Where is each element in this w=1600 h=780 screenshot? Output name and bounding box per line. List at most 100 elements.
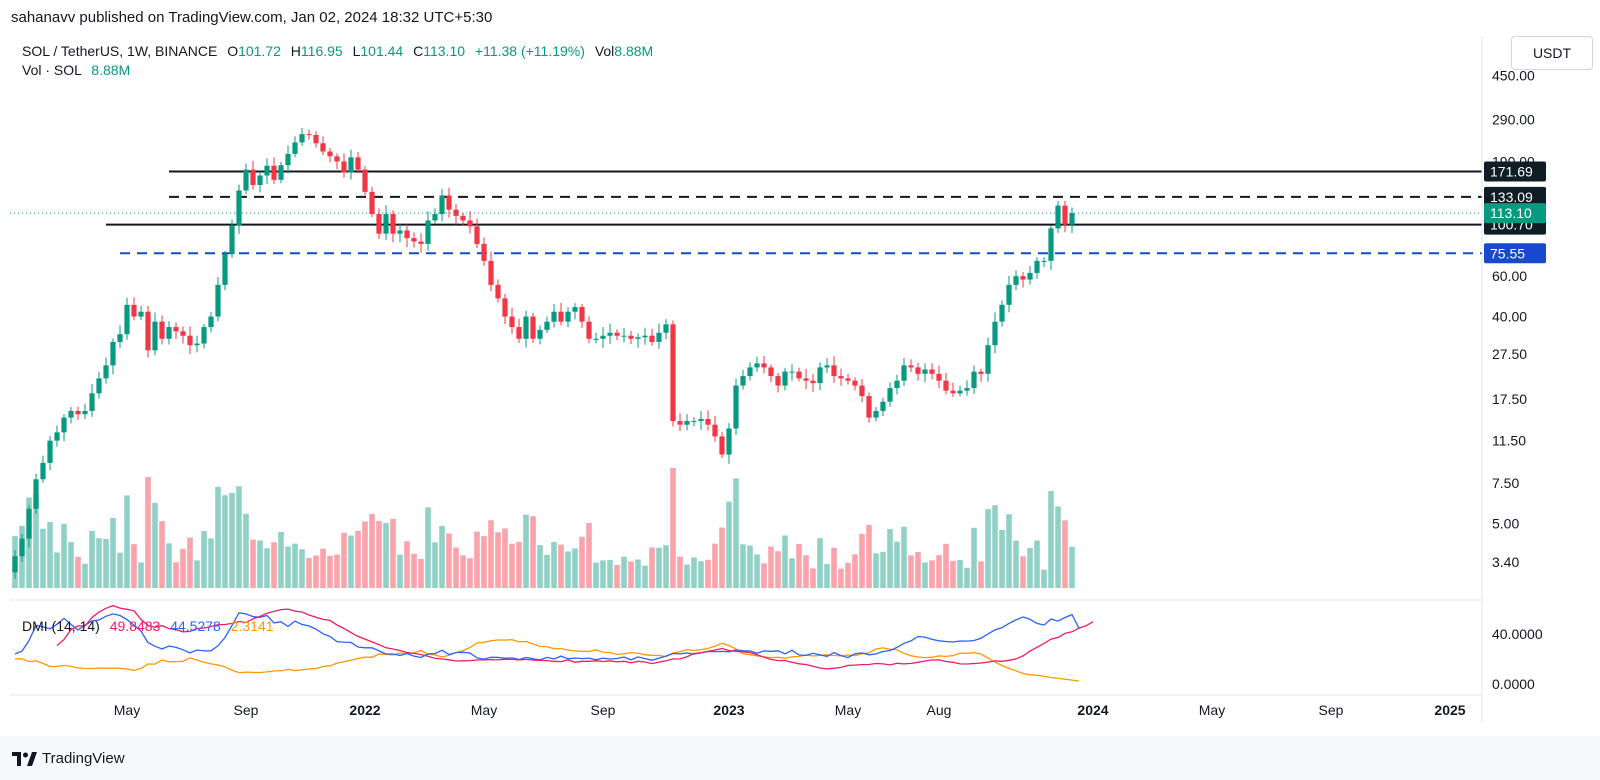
candle-body	[355, 157, 361, 170]
time-axis-tick: 2023	[713, 702, 744, 718]
volume-bar	[628, 561, 634, 588]
dmi-minus-value: 2.3141	[230, 618, 274, 634]
volume-bar	[1041, 569, 1047, 588]
price-axis-tick: 27.50	[1492, 346, 1527, 362]
dmi-label: DMI (14, 14)	[22, 618, 100, 634]
dmi-lines	[14, 604, 1094, 682]
close-label: C	[413, 43, 424, 59]
volume-bars	[12, 468, 1075, 588]
price-axis-tick: 40.00	[1492, 309, 1527, 325]
candle-body	[628, 335, 634, 339]
candle-body	[579, 307, 585, 322]
candle-body	[348, 157, 354, 173]
time-axis-tick: May	[114, 702, 140, 718]
candle-body	[796, 371, 802, 379]
volume-bar	[719, 527, 725, 588]
volume-bar	[285, 546, 291, 588]
candle-body	[250, 169, 256, 185]
ohlc-legend: SOL / TetherUS, 1W, BINANCE O101.72 H116…	[22, 42, 653, 60]
candle-body	[733, 385, 739, 429]
candle-body	[257, 175, 263, 185]
tradingview-brand[interactable]: TradingView	[12, 750, 125, 768]
volume-bar	[908, 555, 914, 588]
volume-bar	[551, 542, 557, 588]
candle-body	[446, 195, 452, 210]
candle-body	[523, 316, 529, 339]
volume-bar	[159, 521, 165, 588]
time-axis-tick: May	[471, 702, 497, 718]
candle-body	[320, 143, 326, 152]
candle-body	[82, 410, 88, 415]
candle-body	[1048, 228, 1054, 261]
volume-bar	[341, 532, 347, 588]
volume-bar	[222, 495, 228, 588]
volume-bar	[432, 542, 438, 588]
candle-body	[236, 190, 242, 226]
volume-bar	[565, 551, 571, 588]
volume-bar	[943, 543, 949, 588]
volume-bar	[901, 526, 907, 588]
candle-body	[656, 332, 662, 342]
candle-body	[1034, 260, 1040, 273]
volume-bar	[117, 552, 123, 588]
tradingview-logo-icon	[12, 752, 37, 766]
volume-bar	[831, 547, 837, 588]
price-axis-tick: 11.50	[1492, 433, 1526, 449]
volume-bar	[607, 560, 613, 588]
chart-area[interactable]: 450.00 290.00 190.00 60.00 40.00 27.50 17.50 11…	[10, 36, 1600, 736]
open-value: 101.72	[238, 43, 281, 59]
candle-body	[12, 556, 18, 573]
volume-bar	[670, 468, 676, 588]
candle-body	[222, 253, 228, 285]
time-axis-tick: Sep	[1319, 702, 1344, 718]
volume-bar	[201, 531, 207, 588]
candle-body	[726, 428, 732, 455]
volume-bar	[775, 551, 781, 588]
volume-bar	[390, 518, 396, 588]
vol-row-label: Vol · SOL	[22, 62, 82, 78]
volume-bar	[61, 523, 67, 588]
volume-bar	[593, 562, 599, 588]
volume-bar	[495, 532, 501, 588]
candle-body	[614, 332, 620, 336]
support-resistance-levels	[10, 170, 1482, 255]
candle-body	[327, 151, 333, 157]
volume-bar	[138, 562, 144, 588]
candle-body	[866, 396, 872, 418]
volume-bar	[292, 543, 298, 588]
volume-bar	[145, 477, 151, 588]
candle-body	[376, 214, 382, 234]
vol-label: Vol	[594, 43, 615, 59]
candle-body	[89, 393, 95, 411]
volume-bar	[89, 530, 95, 588]
candle-body	[278, 165, 284, 180]
volume-bar	[250, 539, 256, 588]
low-label: L	[352, 43, 361, 59]
dmi-adx-line	[56, 604, 1094, 670]
time-axis-tick: 2024	[1077, 702, 1108, 718]
chart-svg[interactable]: 450.00290.00190.0060.0040.0027.5017.5011…	[10, 36, 1600, 736]
dmi-adx-value: 49.8483	[109, 618, 161, 634]
volume-bar	[887, 529, 893, 588]
candle-body	[299, 134, 305, 143]
volume-bar	[782, 535, 788, 588]
volume-bar	[915, 552, 921, 588]
volume-bar	[824, 564, 830, 588]
candle-body	[565, 311, 571, 322]
candle-body	[117, 334, 123, 342]
volume-bar	[586, 523, 592, 588]
volume-bar	[68, 542, 74, 588]
candle-body	[586, 321, 592, 339]
volume-bar	[271, 542, 277, 588]
candle-body	[481, 243, 487, 261]
brand-label: TradingView	[42, 750, 125, 767]
volume-bar	[278, 532, 284, 588]
volume-bar	[1048, 491, 1054, 588]
volume-bar	[1055, 506, 1061, 588]
candle-body	[684, 421, 690, 425]
candle-body	[33, 479, 39, 509]
volume-bar	[621, 556, 627, 588]
volume-bar	[180, 548, 186, 588]
candle-body	[215, 284, 221, 317]
currency-button[interactable]: USDT	[1511, 36, 1593, 70]
